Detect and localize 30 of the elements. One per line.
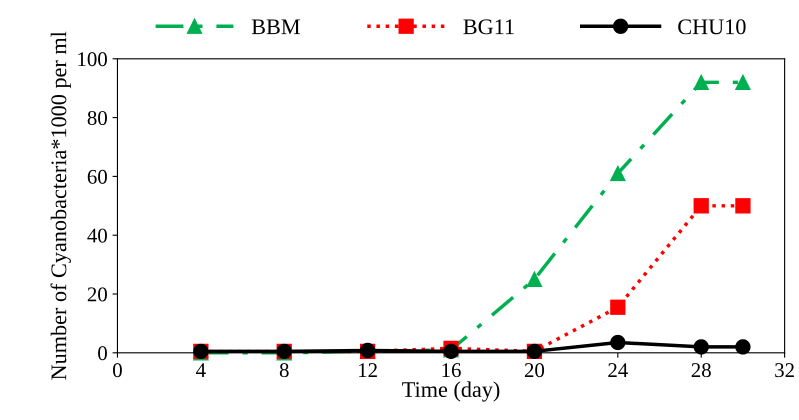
point — [694, 198, 709, 214]
point — [694, 339, 709, 355]
point — [735, 74, 751, 90]
x-tick-label: 28 — [692, 363, 711, 378]
x-tick-label: 0 — [113, 363, 122, 378]
point — [610, 300, 626, 315]
x-tick-label: 16 — [442, 363, 461, 378]
point — [694, 74, 709, 90]
x-tick-label: 12 — [359, 363, 377, 377]
point — [610, 166, 626, 182]
legend-label: BG11 — [463, 19, 514, 34]
y-tick-label: 0 — [98, 346, 107, 360]
point — [526, 272, 542, 287]
legend-label: BBM — [252, 20, 300, 34]
y-tick-label: 20 — [88, 287, 107, 302]
x-tick-label: 4 — [196, 363, 206, 377]
x-tick-label: 32 — [775, 363, 794, 378]
x-tick-label: 24 — [608, 363, 628, 377]
point — [735, 339, 751, 355]
x-tick-label: 20 — [524, 363, 544, 378]
y-axis-title: Number of Cyanobacteria*1000 per ml — [50, 32, 71, 380]
point — [610, 334, 626, 350]
y-tick-label: 60 — [88, 170, 107, 184]
y-tick-label: 80 — [88, 110, 107, 126]
legend-label: CHU10 — [678, 19, 746, 34]
y-tick-label: 40 — [87, 228, 107, 243]
point — [735, 198, 751, 214]
x-axis-title: Time (day) — [402, 381, 500, 402]
x-tick-label: 8 — [280, 363, 289, 378]
y-tick-label: 100 — [78, 52, 107, 66]
